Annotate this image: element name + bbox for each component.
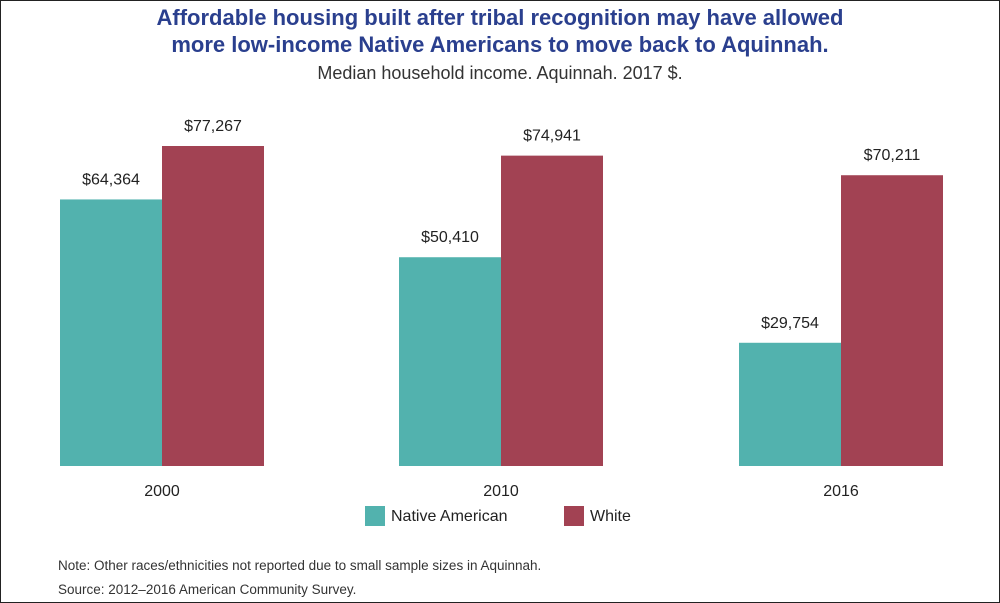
legend-label-white: White — [590, 508, 631, 525]
data-label-white-2016: $70,211 — [864, 147, 921, 164]
legend-swatch-native-american — [365, 506, 385, 526]
chart-title-line-1: Affordable housing built after tribal re… — [156, 5, 844, 30]
chart-title-line-2: more low-income Native Americans to move… — [171, 32, 829, 57]
legend-label-native-american: Native American — [391, 508, 508, 525]
bar-native-american-2010 — [399, 257, 501, 466]
chart-title: Affordable housing built after tribal re… — [0, 4, 1000, 58]
bar-white-2016 — [841, 175, 943, 467]
x-tick-label-2010: 2010 — [483, 483, 519, 500]
x-tick-label-2000: 2000 — [144, 483, 180, 500]
source-note: Source: 2012–2016 American Community Sur… — [58, 582, 357, 597]
footnote: Note: Other races/ethnicities not report… — [58, 558, 542, 573]
data-label-white-2000: $77,267 — [184, 118, 242, 135]
bar-white-2010 — [501, 155, 603, 466]
legend-swatch-white — [564, 506, 584, 526]
data-label-native-american-2010: $50,410 — [421, 229, 479, 246]
data-label-native-american-2016: $29,754 — [761, 315, 819, 332]
data-label-white-2010: $74,941 — [523, 128, 581, 145]
bar-native-american-2016 — [739, 342, 841, 466]
data-label-native-american-2000: $64,364 — [82, 171, 140, 188]
chart-subtitle: Median household income. Aquinnah. 2017 … — [317, 63, 683, 83]
x-tick-label-2016: 2016 — [823, 483, 859, 500]
bar-white-2000 — [162, 146, 264, 466]
bar-native-american-2000 — [60, 199, 162, 466]
